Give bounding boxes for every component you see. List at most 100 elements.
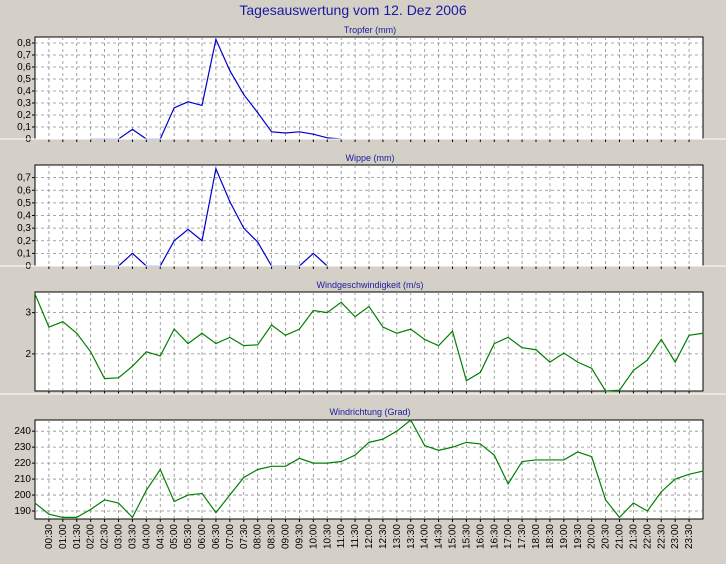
y-tick-label: 220 <box>14 458 31 469</box>
data-point <box>131 252 134 254</box>
data-point <box>507 336 509 338</box>
data-point <box>632 502 635 504</box>
x-tick-label: 17:00 <box>503 524 514 549</box>
data-point <box>465 380 468 382</box>
data-point <box>243 476 245 479</box>
data-point <box>591 367 593 369</box>
data-point <box>173 240 175 242</box>
data-point <box>660 491 662 493</box>
y-tick-label: 0,6 <box>17 62 31 73</box>
data-point <box>145 489 147 491</box>
data-point <box>396 430 398 432</box>
data-point <box>549 361 551 363</box>
x-tick-label: 20:00 <box>587 524 598 549</box>
data-point <box>298 457 301 459</box>
data-point <box>284 132 287 134</box>
x-tick-label: 14:00 <box>420 524 431 549</box>
y-tick-label: 0,2 <box>17 236 31 247</box>
chart-panel-1: Tropfer (mm)00,10,20,30,40,50,60,70,8 <box>17 25 704 145</box>
data-point <box>229 494 231 496</box>
y-tick-label: 0,4 <box>17 211 31 222</box>
data-point <box>62 321 64 323</box>
data-point <box>577 361 579 363</box>
y-tick-label: 210 <box>14 474 31 485</box>
x-tick-label: 04:30 <box>155 524 166 549</box>
data-point <box>354 454 356 456</box>
x-tick-label: 16:30 <box>489 524 500 549</box>
x-tick-label: 09:30 <box>294 524 305 549</box>
data-point <box>312 252 314 254</box>
x-tick-label: 16:00 <box>475 524 486 549</box>
x-tick-label: 03:30 <box>127 524 138 549</box>
y-tick-label: 200 <box>14 490 31 501</box>
data-point <box>646 510 648 512</box>
data-point <box>117 502 120 504</box>
data-point <box>201 240 203 242</box>
data-point <box>660 338 662 341</box>
x-tick-label: 08:00 <box>253 524 264 549</box>
panel-title: Windgeschwindigkeit (m/s) <box>316 280 423 290</box>
data-point <box>159 468 161 471</box>
data-point <box>201 492 203 495</box>
data-point <box>535 459 537 461</box>
y-tick-label: 0,2 <box>17 110 31 121</box>
data-point <box>117 377 120 379</box>
data-point <box>424 338 426 341</box>
data-point <box>215 38 217 41</box>
data-point <box>410 328 412 330</box>
x-tick-label: 22:30 <box>656 524 667 549</box>
y-tick-label: 3 <box>25 308 31 319</box>
data-point <box>451 330 454 332</box>
data-point <box>340 301 342 303</box>
data-point <box>521 460 523 463</box>
data-point <box>173 500 175 503</box>
data-point <box>618 389 621 391</box>
data-point <box>674 361 676 363</box>
data-point <box>48 513 50 515</box>
x-tick-label: 02:00 <box>86 524 97 549</box>
y-tick-label: 0,3 <box>17 98 31 109</box>
x-tick-label: 01:30 <box>72 524 83 549</box>
y-tick-label: 0,1 <box>17 248 31 259</box>
data-point <box>396 332 398 334</box>
data-point <box>368 441 370 443</box>
x-tick-label: 08:30 <box>267 524 278 549</box>
data-point <box>103 499 106 501</box>
y-tick-label: 0,7 <box>17 173 31 184</box>
data-point <box>187 228 189 230</box>
data-point <box>34 293 36 295</box>
data-point <box>173 107 175 109</box>
x-tick-label: 09:00 <box>281 524 292 549</box>
data-point <box>688 334 690 336</box>
data-point <box>76 332 78 334</box>
x-tick-label: 05:30 <box>183 524 194 549</box>
data-point <box>131 516 134 519</box>
x-tick-label: 23:30 <box>684 524 695 549</box>
panel-title: Wippe (mm) <box>346 153 395 163</box>
data-point <box>131 128 134 130</box>
data-point <box>103 378 106 380</box>
chart-panel-2: Wippe (mm)00,10,20,30,40,50,60,7 <box>0 138 726 272</box>
data-point <box>201 332 203 334</box>
data-point <box>493 342 495 345</box>
data-point <box>298 131 301 133</box>
x-tick-label: 01:00 <box>58 524 69 549</box>
data-point <box>270 131 273 133</box>
x-tick-label: 11:30 <box>350 524 361 549</box>
x-tick-label: 18:00 <box>531 524 542 549</box>
x-tick-label: 07:30 <box>239 524 250 549</box>
x-tick-label: 17:30 <box>517 524 528 549</box>
x-tick-label: 02:30 <box>100 524 111 549</box>
x-tick-label: 14:30 <box>434 524 445 549</box>
data-point <box>131 365 134 367</box>
x-tick-label: 21:30 <box>628 524 639 549</box>
y-tick-label: 240 <box>14 426 31 437</box>
x-tick-label: 21:00 <box>615 524 626 549</box>
data-point <box>215 512 217 514</box>
x-tick-label: 03:00 <box>114 524 125 549</box>
data-point <box>688 473 690 475</box>
data-point <box>243 345 245 347</box>
data-point <box>48 326 50 328</box>
y-tick-label: 2 <box>25 349 31 360</box>
data-point <box>437 449 440 451</box>
